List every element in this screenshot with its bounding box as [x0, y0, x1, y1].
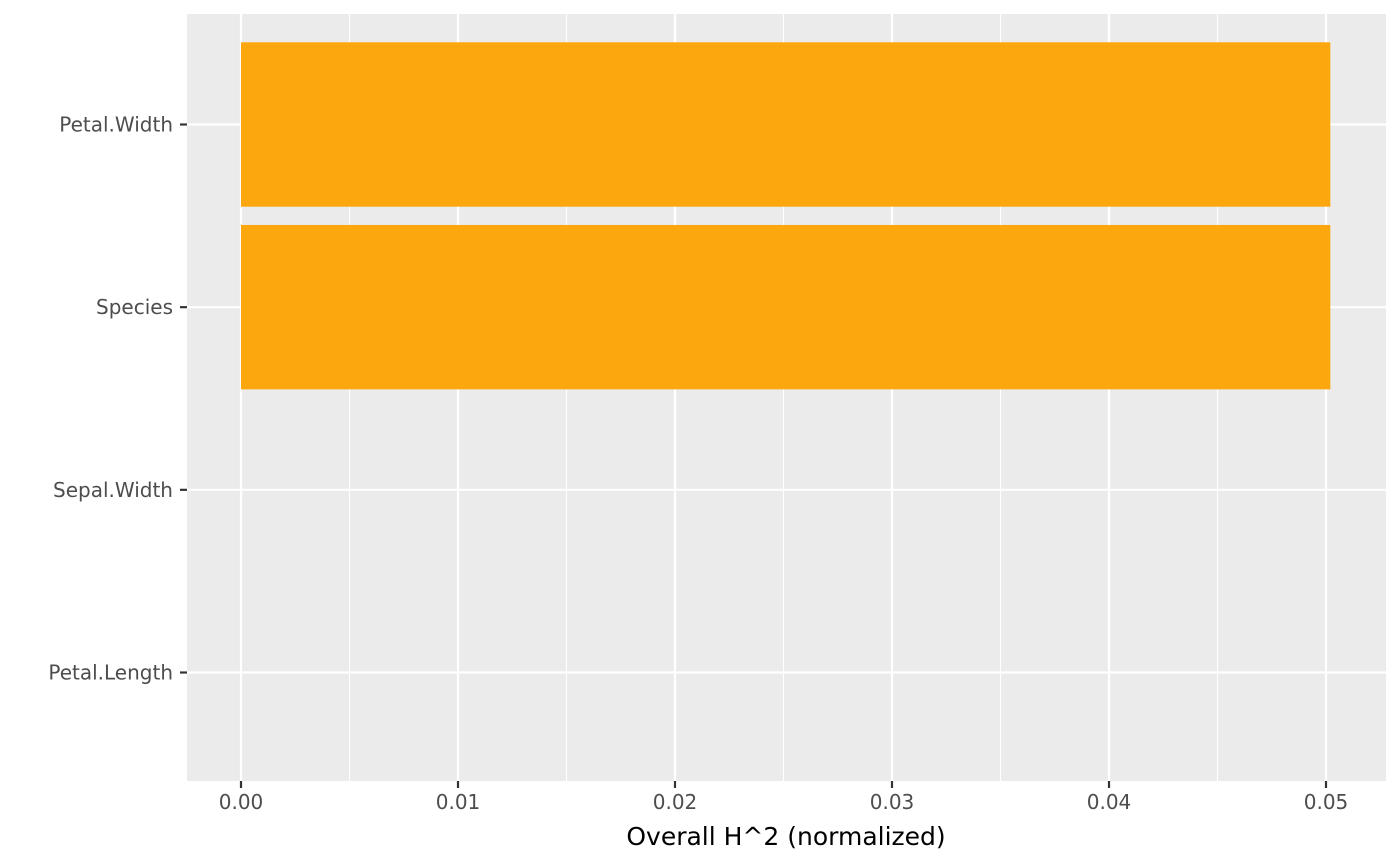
bar-species — [241, 224, 1331, 390]
x-tick-label: 0.02 — [653, 790, 698, 814]
y-axis: Petal.Width Species Sepal.Width Petal.Lengt… — [48, 113, 187, 685]
y-tick-label: Species — [96, 295, 173, 319]
y-tick-label: Sepal.Width — [53, 478, 173, 502]
bar-petal-width — [241, 42, 1331, 207]
x-tick-label: 0.00 — [219, 790, 264, 814]
x-axis: 0.00 0.01 0.02 0.03 0.04 0.05 — [219, 781, 1349, 814]
x-axis-title: Overall H^2 (normalized) — [626, 822, 945, 851]
x-tick-label: 0.01 — [436, 790, 481, 814]
x-tick-label: 0.04 — [1087, 790, 1132, 814]
bars — [241, 42, 1331, 390]
y-tick-label: Petal.Length — [48, 661, 173, 685]
x-tick-label: 0.05 — [1304, 790, 1349, 814]
y-tick-label: Petal.Width — [59, 113, 173, 137]
x-tick-label: 0.03 — [870, 790, 915, 814]
